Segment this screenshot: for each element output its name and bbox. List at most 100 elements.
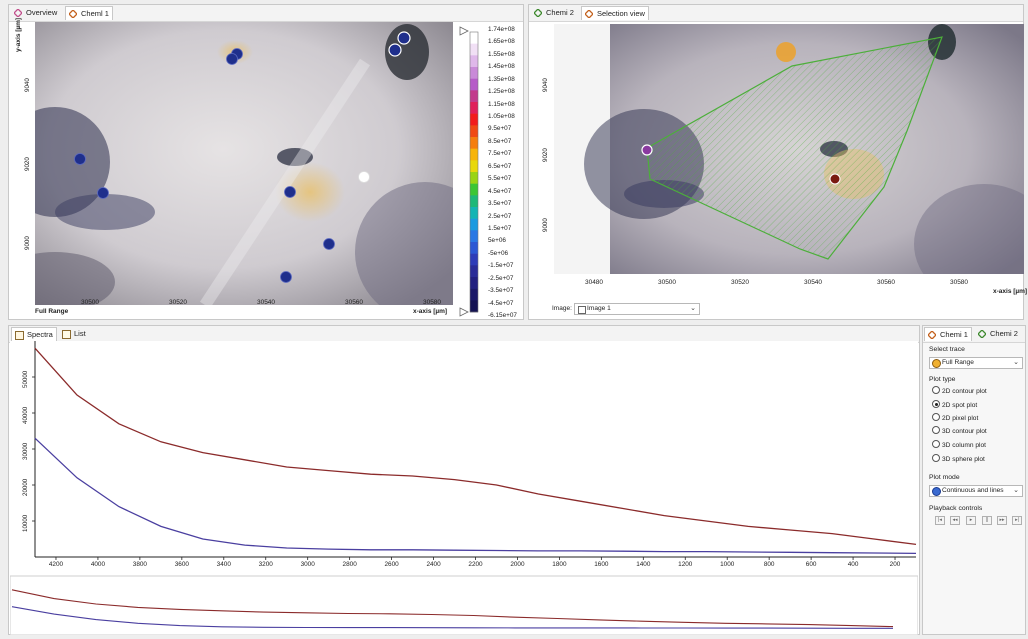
spot-marker[interactable] [97,187,109,199]
colorbar-cell [470,32,478,44]
next-fast-icon[interactable]: ▸▸ [997,516,1007,525]
left-y-tick: 9040 [24,78,31,92]
tab-spectra[interactable]: Spectra [11,327,57,341]
right-x-tick: 30500 [657,279,677,286]
colorbar-label: 9.5e+07 [488,125,512,133]
x-tick-label: 4000 [90,561,106,568]
radio-2d-contour-plot[interactable]: 2D contour plot [932,386,987,397]
colorbar-label: 7.5e+07 [488,150,512,158]
x-tick-label: 1200 [678,561,693,568]
y-tick-label: 10000 [22,514,29,532]
y-tick-label: 20000 [22,478,29,496]
radio-button [932,386,940,395]
left-x-tick: 30520 [168,299,188,306]
x-tick-label: 3200 [258,561,273,568]
tab-chemi-1[interactable]: Cheml 1 [65,6,113,20]
radio-button [932,454,940,463]
colorbar-cell [470,78,478,91]
spectrum-line[interactable] [34,437,917,555]
spectrum-line[interactable] [34,347,917,546]
dark-region [914,184,1024,274]
colorbar-cells [469,31,479,313]
colorbar-top-handle[interactable] [459,26,469,36]
colorbar-cell [470,242,478,254]
spot-marker[interactable] [74,153,86,165]
spot-marker[interactable] [284,186,296,198]
colorbar-cell [470,102,478,114]
right-tabbar: Chemi 2 Selection view [529,5,1023,22]
colorbar-label: 1.74e+08 [488,26,515,33]
left-microscope-image[interactable] [35,22,453,305]
prev-fast-icon[interactable]: ◂◂ [950,516,960,525]
colorbar-label: 5e+06 [488,237,506,245]
x-tick-label: 1600 [594,561,609,568]
selected-spot-marker[interactable] [829,173,841,185]
dark-region [35,107,110,217]
chevron-down-icon: ⌄ [1013,359,1019,366]
tab-overview[interactable]: Overview [11,6,60,20]
colorbar-cell [470,265,478,278]
colorbar-label: 1.25e+08 [488,88,515,96]
plot-mode-select[interactable]: Continuous and lines ⌄ [929,485,1023,497]
trace-icon [932,359,941,368]
spectra-chart[interactable] [10,341,918,635]
last-icon[interactable]: ▸| [1012,516,1022,525]
play-icon[interactable]: ▸ [966,516,976,525]
colorbar-label: -2.5e+07 [488,274,514,282]
colorbar-cell [470,67,478,79]
left-x-tick: 30540 [256,299,276,306]
spot-marker[interactable] [397,31,411,45]
tab-side-chemi-2[interactable]: Chemi 2 [975,327,1021,341]
colorbar-cell [470,125,478,138]
dark-region [55,194,155,230]
image-icon [578,306,586,314]
trace-select[interactable]: Full Range ⌄ [929,357,1023,369]
x-tick-label: 600 [805,561,817,568]
radio-button [932,413,940,422]
spot-marker-selected[interactable] [358,171,370,183]
x-tick-label: 2000 [510,561,525,568]
tab-list[interactable]: List [59,327,89,341]
spot-marker[interactable] [226,53,238,65]
colorbar-cell [470,183,478,196]
x-tick-label: 1800 [552,561,567,568]
tab-selection-view[interactable]: Selection view [581,6,649,20]
selected-spot-marker[interactable] [641,144,653,156]
right-x-tick: 30560 [876,279,896,286]
radio-2d-spot-plot[interactable]: 2D spot plot [932,400,977,411]
spot-marker[interactable] [388,43,402,57]
spot-marker[interactable] [280,271,292,283]
radio-3d-contour-plot[interactable]: 3D contour plot [932,426,987,437]
pause-icon[interactable]: || [982,516,992,525]
colorbar-label: -6.15e+07 [488,312,517,319]
tab-chemi-2[interactable]: Chemi 2 [531,6,577,20]
radio-3d-sphere-plot[interactable]: 3D sphere plot [932,454,985,465]
radio-2d-pixel-plot[interactable]: 2D pixel plot [932,413,978,424]
colorbar-bottom-handle[interactable] [459,307,469,317]
colorbar-label: -5e+06 [488,249,509,257]
tab-side-chemi-1[interactable]: Chemi 1 [924,327,972,341]
spot-marker[interactable] [323,238,335,250]
side-tabbar: Chemi 1 Chemi 2 [923,326,1025,343]
left-x-tick: 30560 [344,299,364,306]
plot-mode-label: Plot mode [929,474,960,481]
image-select[interactable]: Image 1 ⌄ [574,303,700,315]
radio-3d-column-plot[interactable]: 3D column plot [932,440,986,451]
right-x-tick: 30580 [949,279,969,286]
selection-polygon[interactable] [646,36,943,260]
overview-line [11,606,893,629]
colorbar-label: 1.45e+08 [488,63,515,71]
first-icon[interactable]: |◂ [935,516,945,525]
colorbar-cell [470,288,478,301]
colorbar-label: -4.5e+07 [488,299,514,307]
colorbar[interactable] [458,24,486,318]
colorbar-label: 6.5e+07 [488,162,512,170]
right-plot-area[interactable] [554,24,1024,274]
overview-series [11,589,894,629]
right-x-tick: 30520 [730,279,750,286]
x-tick-label: 3000 [300,561,315,568]
right-y-tick: 9000 [542,218,549,232]
colorbar-label: -1.5e+07 [488,262,514,270]
right-x-tick: 30480 [584,279,604,286]
dark-region [385,24,429,80]
